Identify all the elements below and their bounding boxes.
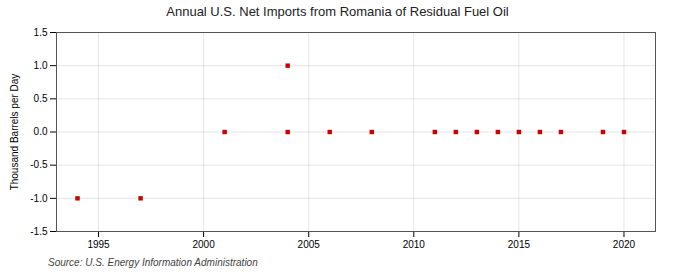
svg-text:-0.5: -0.5 xyxy=(30,159,48,170)
svg-text:2010: 2010 xyxy=(403,239,426,250)
svg-text:-1.0: -1.0 xyxy=(30,193,48,204)
html-text:Annual U.S. Net Imports from R: Annual U.S. Net Imports from Romania of … xyxy=(166,4,509,19)
svg-text:Thousand Barrels per Day: Thousand Barrels per Day xyxy=(9,74,20,191)
svg-text:1.0: 1.0 xyxy=(34,60,48,71)
svg-text:0.5: 0.5 xyxy=(34,93,48,104)
svg-text:2015: 2015 xyxy=(508,239,531,250)
svg-text:1.5: 1.5 xyxy=(34,27,48,38)
svg-text:-1.5: -1.5 xyxy=(30,226,48,237)
svg-text:1995: 1995 xyxy=(87,239,110,250)
svg-text:2020: 2020 xyxy=(613,239,636,250)
svg-text:2005: 2005 xyxy=(298,239,321,250)
html-text:Source: U.S. Energy Informatio: Source: U.S. Energy Information Administ… xyxy=(48,257,258,268)
svg-text:0.0: 0.0 xyxy=(34,126,48,137)
svg-text:2000: 2000 xyxy=(192,239,215,250)
